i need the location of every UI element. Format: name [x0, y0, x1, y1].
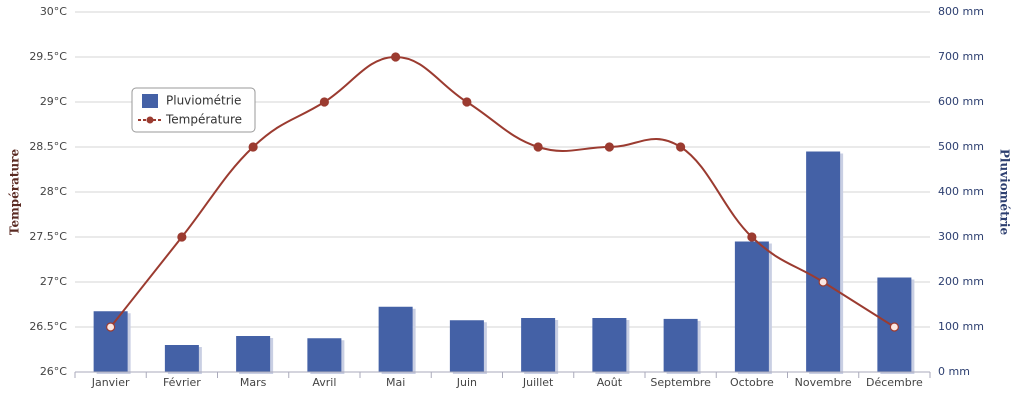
y-tick-label: 28.5°C	[29, 140, 67, 153]
x-tick-label: Avril	[312, 376, 336, 389]
x-tick-label: Mai	[386, 376, 405, 389]
x-tick-label: Décembre	[866, 376, 923, 389]
point	[106, 322, 116, 332]
line	[109, 55, 895, 328]
y-tick-label: 26.5°C	[29, 320, 67, 333]
x-axis: Janvier Février Mars Avril Mai Juin Juillet Aoû…	[74, 371, 931, 389]
point	[676, 142, 686, 152]
legend-label: Pluviométrie	[166, 94, 241, 108]
y2-tick-label: 700 mm	[938, 50, 984, 63]
legend-swatch	[142, 94, 158, 108]
y-tick-label: 29.5°C	[29, 50, 67, 63]
legend-swatch	[146, 116, 154, 124]
y-tick-label: 27.5°C	[29, 230, 67, 243]
lines	[106, 52, 899, 332]
bar	[449, 320, 484, 372]
x-tick-label: Mars	[240, 376, 267, 389]
bar	[93, 311, 128, 372]
y-axis-title: Température	[8, 149, 22, 236]
y2-tick-label: 0 mm	[938, 365, 970, 378]
point	[889, 322, 899, 332]
x-tick-label: Janvier	[91, 376, 130, 389]
point	[818, 277, 828, 287]
point	[177, 232, 187, 242]
point	[533, 142, 543, 152]
y2-tick-label: 600 mm	[938, 95, 984, 108]
y2-tick-label: 500 mm	[938, 140, 984, 153]
y-tick-label: 29°C	[40, 95, 67, 108]
bar	[164, 345, 199, 372]
y-tick-label: 30°C	[40, 5, 67, 18]
bar	[734, 241, 769, 372]
legend-label: Température	[165, 113, 242, 127]
y2-tick-label: 400 mm	[938, 185, 984, 198]
y2-tick-label: 100 mm	[938, 320, 984, 333]
y2-tick-label: 800 mm	[938, 5, 984, 18]
x-tick-label: Octobre	[730, 376, 774, 389]
y2-axis-title: Pluviométrie	[998, 149, 1012, 236]
legend: Pluviométrie Température	[131, 87, 256, 133]
point	[391, 52, 401, 62]
bar	[663, 318, 698, 372]
x-tick-label: Juillet	[522, 376, 554, 389]
bar	[592, 318, 627, 372]
legend-box	[131, 87, 256, 133]
point	[604, 142, 614, 152]
x-tick-label: Février	[163, 376, 201, 389]
bar	[236, 336, 271, 372]
bar	[378, 306, 413, 372]
grid: 26°C 26.5°C 27°C 27.5°C 28°C 28.5°C 29°C 29.5°C…	[29, 5, 984, 378]
point	[747, 232, 757, 242]
y2-tick-label: 300 mm	[938, 230, 984, 243]
y-tick-label: 26°C	[40, 365, 67, 378]
point	[248, 142, 258, 152]
x-tick-label: Août	[597, 376, 623, 389]
x-tick-label: Septembre	[650, 376, 711, 389]
point	[462, 97, 472, 107]
bar	[521, 318, 556, 372]
y2-tick-label: 200 mm	[938, 275, 984, 288]
point	[319, 97, 329, 107]
bar	[806, 151, 841, 372]
bar	[307, 338, 342, 372]
x-tick-label: Juin	[456, 376, 477, 389]
bars	[93, 151, 915, 374]
y-tick-label: 27°C	[40, 275, 67, 288]
x-tick-label: Novembre	[795, 376, 852, 389]
y-tick-label: 28°C	[40, 185, 67, 198]
